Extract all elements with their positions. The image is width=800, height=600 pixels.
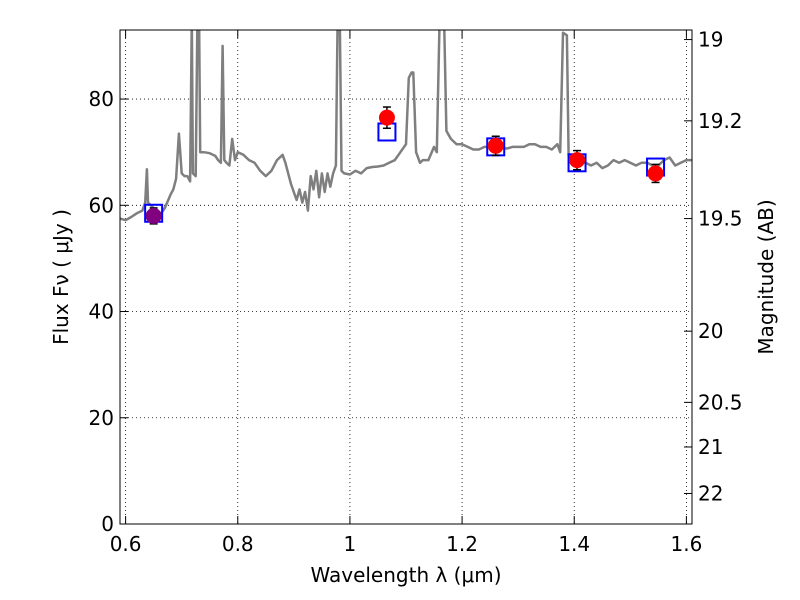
- x-tick-label: 1.4: [558, 532, 590, 556]
- grid-lines: [120, 30, 692, 525]
- x-tick-label: 1.6: [670, 532, 702, 556]
- spectrum-layer: [120, 30, 692, 222]
- y2-tick-label: 20.5: [698, 390, 743, 414]
- photometry-point: [647, 165, 664, 182]
- y-tick-label: 60: [89, 193, 114, 217]
- spectrum-line: [120, 30, 692, 222]
- y2-tick-label: 22: [698, 481, 723, 505]
- photometry-layer: [145, 106, 664, 225]
- x-tick-label: 1: [344, 532, 357, 556]
- photometry-point: [487, 137, 504, 154]
- photometry-point: [145, 207, 162, 224]
- y2-tick-label: 19: [698, 28, 723, 52]
- y2-tick-label: 21: [698, 435, 723, 459]
- x-axis-label: Wavelength λ (μm): [310, 563, 501, 587]
- x-tick-label: 0.8: [222, 532, 254, 556]
- y2-axis-label: Magnitude (AB): [754, 199, 778, 354]
- y2-tick-label: 19.2: [698, 109, 743, 133]
- y2-tick-label: 19.5: [698, 207, 743, 231]
- y-tick-label: 80: [89, 87, 114, 111]
- x-tick-label: 1.2: [446, 532, 478, 556]
- photometry-point: [378, 109, 395, 126]
- y-axis-label: Flux Fν ( μJy ): [49, 209, 73, 345]
- tick-layer: 0.6 0.8 1 1.2 1.4 1.6 0 20 40 60 80 19 19.2 19.5 20 20.…: [89, 28, 743, 556]
- y-tick-label: 20: [89, 406, 114, 430]
- y-tick-label: 0: [101, 512, 114, 536]
- plot-frame: [119, 29, 693, 525]
- y-tick-label: 40: [89, 300, 114, 324]
- photometry-point: [569, 152, 586, 169]
- x-tick-label: 0.6: [110, 532, 142, 556]
- y2-tick-label: 20: [698, 319, 723, 343]
